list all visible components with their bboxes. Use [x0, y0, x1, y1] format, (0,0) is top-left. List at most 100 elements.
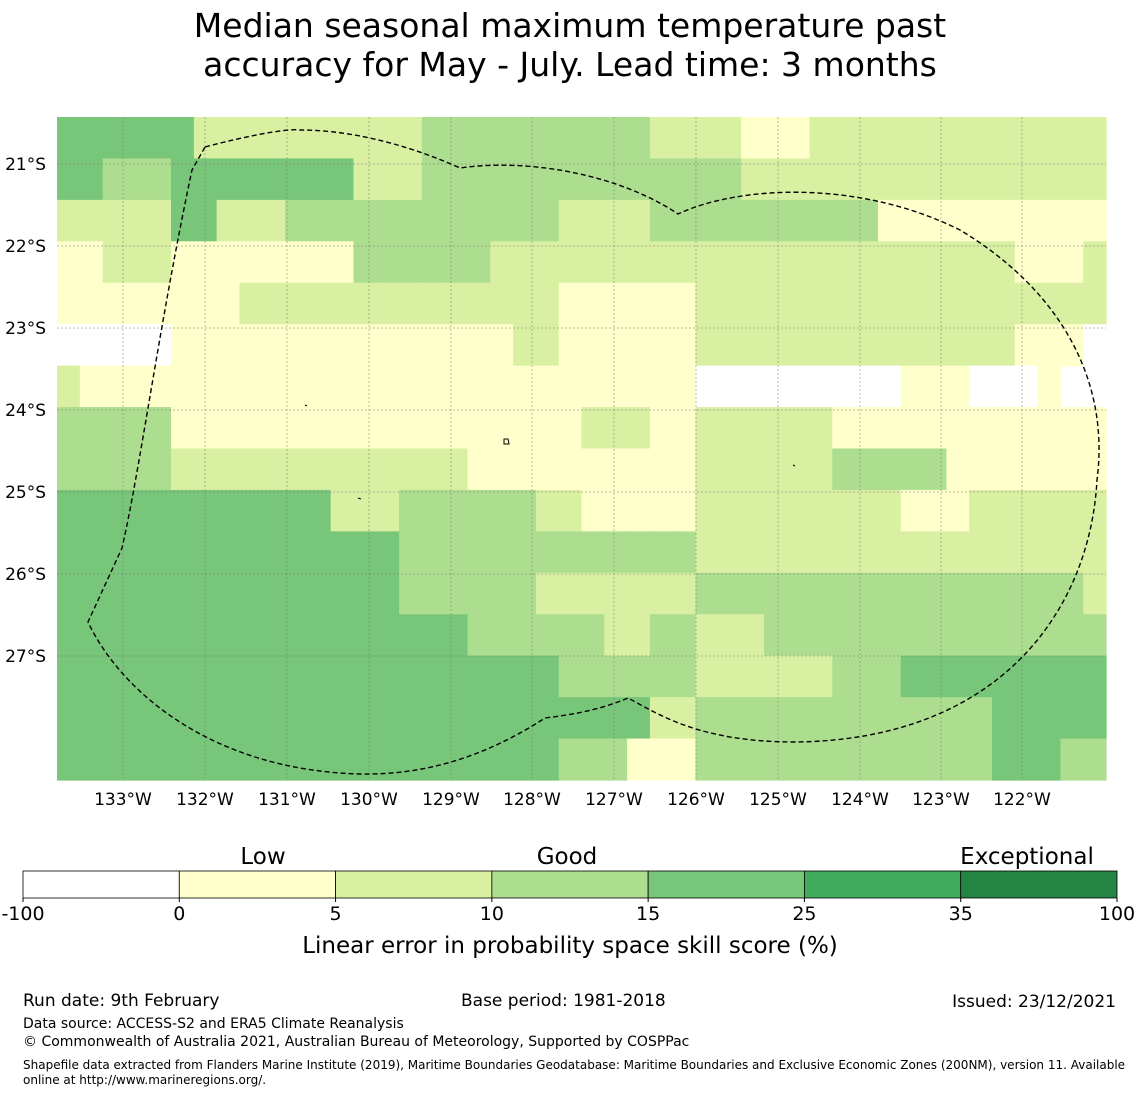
grid-cell: [513, 324, 537, 367]
grid-cell: [125, 738, 149, 781]
lon-label: 127°W: [585, 790, 643, 810]
grid-cell: [262, 572, 286, 615]
grid-cell: [535, 117, 560, 160]
grid-cell: [376, 448, 400, 491]
grid-cell: [672, 282, 697, 325]
grid-cell: [1014, 199, 1039, 242]
grid-cell: [809, 407, 833, 450]
grid-cell: [399, 655, 423, 698]
grid-cell: [490, 407, 514, 450]
grid-cell: [239, 324, 263, 367]
grid-cell: [513, 407, 537, 450]
grid-cell: [1037, 324, 1061, 367]
grid-cell: [307, 241, 332, 284]
grid-cell: [307, 738, 332, 781]
grid-cell: [741, 489, 765, 532]
grid-cell: [649, 655, 674, 698]
grid-cell: [855, 158, 879, 201]
grid-cell: [855, 572, 879, 615]
grid-cell: [79, 365, 104, 408]
grid-cell: [832, 614, 856, 657]
grid-cell: [513, 365, 537, 408]
grid-cell: [376, 241, 400, 284]
grid-cell: [718, 407, 742, 450]
grid-cell: [513, 448, 537, 491]
grid-cell: [490, 282, 514, 325]
grid-cell: [991, 531, 1016, 574]
grid-cell: [718, 241, 742, 284]
grid-cell: [991, 199, 1016, 242]
grid-cell: [900, 697, 925, 740]
grid-cell: [171, 697, 195, 740]
grid-cell: [604, 282, 628, 325]
grid-cell: [877, 489, 902, 532]
grid-cell: [718, 531, 742, 574]
grid-cell: [969, 572, 993, 615]
grid-cell: [695, 407, 719, 450]
grid-cell: [262, 738, 286, 781]
grid-cell: [581, 614, 605, 657]
grid-cell: [330, 407, 355, 450]
grid-cell: [125, 158, 149, 201]
grid-cell: [672, 241, 697, 284]
lon-label: 133°W: [94, 790, 152, 810]
grid-cell: [695, 199, 719, 242]
grid-cell: [421, 365, 446, 408]
grid-cell: [1060, 697, 1084, 740]
grid-cell: [649, 738, 674, 781]
grid-cell: [307, 697, 332, 740]
grid-cell: [193, 448, 218, 491]
grid-cell: [627, 324, 651, 367]
grid-cell: [307, 199, 332, 242]
grid-cell: [421, 614, 446, 657]
grid-cell: [467, 282, 491, 325]
grid-cell: [216, 614, 241, 657]
grid-cell: [467, 738, 491, 781]
grid-cell: [399, 117, 423, 160]
grid-cell: [444, 697, 469, 740]
grid-cell: [718, 572, 742, 615]
grid-cell: [262, 407, 286, 450]
grid-cell: [102, 199, 127, 242]
grid-cell: [513, 158, 537, 201]
grid-cell: [969, 241, 993, 284]
grid-cell: [969, 407, 993, 450]
grid-cell: [741, 282, 765, 325]
grid-cell: [1083, 241, 1107, 284]
grid-cell: [969, 365, 993, 408]
grid-cell: [57, 365, 81, 408]
grid-cell: [649, 365, 674, 408]
grid-cell: [1083, 655, 1107, 698]
grid-cell: [1014, 407, 1039, 450]
grid-cell: [57, 324, 81, 367]
grid-cell: [1037, 614, 1061, 657]
grid-cell: [786, 241, 811, 284]
grid-cell: [923, 738, 947, 781]
grid-cell: [809, 531, 833, 574]
grid-cell: [57, 572, 81, 615]
grid-cell: [262, 448, 286, 491]
grid-cell: [216, 655, 241, 698]
grid-cell: [991, 407, 1016, 450]
grid-cell: [216, 489, 241, 532]
grid-cell: [171, 489, 195, 532]
grid-cell: [649, 407, 674, 450]
grid-cell: [353, 407, 377, 450]
grid-cell: [809, 117, 833, 160]
grid-cell: [148, 489, 172, 532]
grid-cell: [193, 282, 218, 325]
grid-cell: [786, 324, 811, 367]
island-2: [304, 404, 308, 407]
grid-cell: [718, 448, 742, 491]
grid-cell: [239, 365, 263, 408]
grid-cell: [1060, 531, 1084, 574]
grid-cell: [1083, 407, 1107, 450]
grid-cell: [171, 655, 195, 698]
grid-cell: [558, 738, 583, 781]
grid-cell: [79, 489, 104, 532]
grid-cell: [649, 614, 674, 657]
grid-cell: [1014, 448, 1039, 491]
grid-cell: [399, 738, 423, 781]
grid-cell: [741, 738, 765, 781]
grid-cell: [763, 241, 788, 284]
